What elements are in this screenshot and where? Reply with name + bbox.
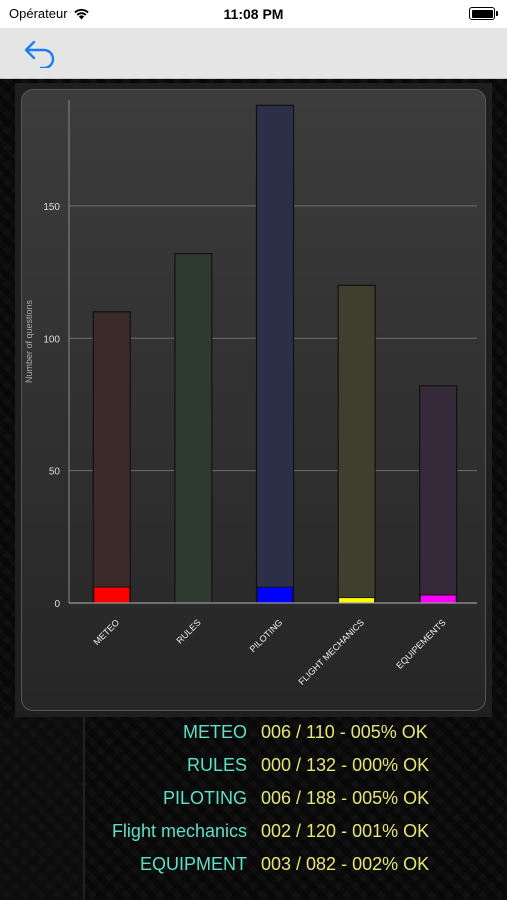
chart-frame: 0 50 100 150 Number of questions METEO RULES PI…: [15, 83, 492, 717]
stat-value: 003 / 082 - 002% OK: [261, 854, 430, 874]
background-panel: [0, 717, 85, 900]
stat-value: 000 / 132 - 000% OK: [261, 755, 430, 775]
bar-ok: [93, 586, 131, 604]
stat-row-piloting: PILOTING 006 / 188 - 005% OK: [0, 788, 507, 821]
stat-value: 006 / 110 - 005% OK: [261, 722, 428, 742]
x-tick-label: PILOTING: [248, 617, 285, 654]
bar-total: [92, 311, 131, 604]
y-tick-label: 0: [54, 599, 60, 610]
x-tick-label: RULES: [175, 617, 203, 645]
battery-icon: [469, 7, 498, 20]
y-tick-label: 100: [43, 334, 60, 345]
bar-ok: [256, 586, 294, 604]
stat-label: RULES: [186, 755, 247, 775]
chart-panel: 0 50 100 150 Number of questions METEO RULES PI…: [21, 89, 486, 711]
stat-row-equipment: EQUIPMENT 003 / 082 - 002% OK: [0, 854, 507, 887]
back-arrow-icon: [24, 40, 55, 70]
x-tick-label: EQUIPEMENTS: [394, 617, 447, 670]
stat-row-rules: RULES 000 / 132 - 000% OK: [0, 755, 507, 788]
bar-total: [419, 385, 458, 604]
bar-ok: [419, 594, 457, 604]
y-tick-label: 150: [43, 202, 60, 213]
stat-label: METEO: [182, 722, 247, 742]
status-left: Opérateur: [9, 6, 90, 21]
stat-label: PILOTING: [162, 788, 247, 808]
status-time: 11:08 PM: [223, 6, 284, 22]
stat-row-meteo: METEO 006 / 110 - 005% OK: [0, 722, 507, 755]
carrier-label: Opérateur: [9, 6, 68, 21]
bar-total: [255, 104, 295, 604]
stat-value: 006 / 188 - 005% OK: [261, 788, 430, 808]
x-tick-label: FLIGHT MECHANICS: [296, 617, 366, 687]
bar-total: [174, 252, 213, 604]
x-tick-label: METEO: [92, 617, 122, 647]
questions-bar-chart: 0 50 100 150 Number of questions METEO RULES PI…: [24, 100, 477, 687]
wifi-icon: [73, 8, 89, 19]
stat-label: Flight mechanics: [111, 821, 247, 841]
status-bar: Opérateur 11:08 PM: [0, 0, 507, 28]
bar-ok: [338, 597, 375, 604]
y-axis-label: Number of questions: [24, 299, 34, 383]
back-button[interactable]: [24, 38, 58, 70]
stat-row-flight-mechanics: Flight mechanics 002 / 120 - 001% OK: [0, 821, 507, 854]
navigation-bar: [0, 28, 507, 79]
stat-value: 002 / 120 - 001% OK: [261, 821, 430, 841]
y-tick-label: 50: [49, 467, 61, 478]
stat-label: EQUIPMENT: [139, 854, 247, 874]
bar-total: [337, 284, 376, 604]
